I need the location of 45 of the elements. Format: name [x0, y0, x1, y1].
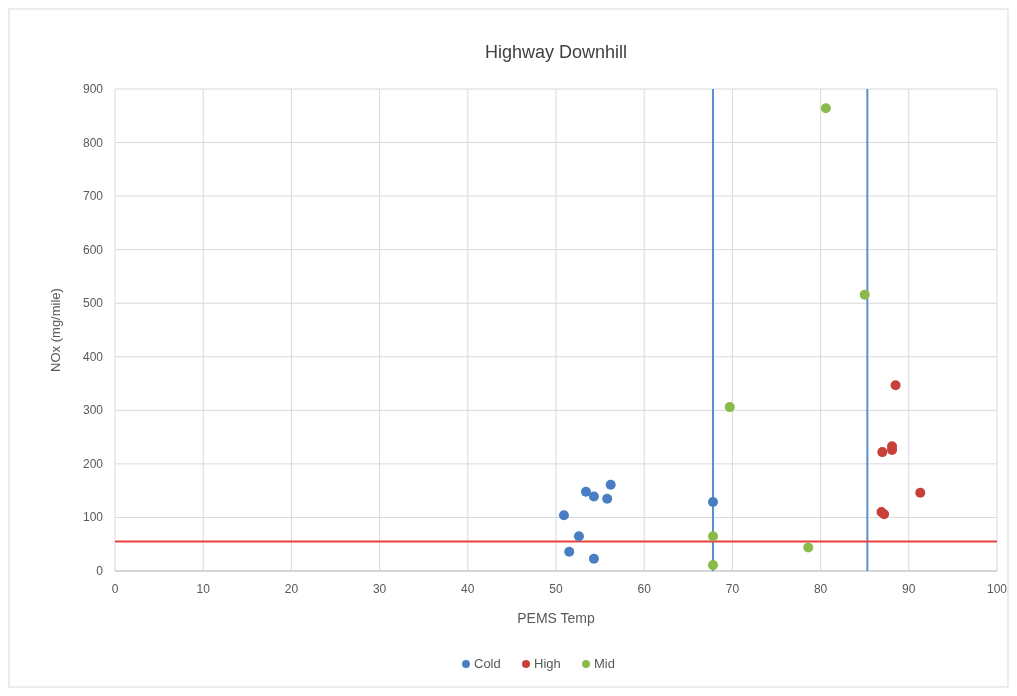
- y-tick-label: 600: [82, 242, 104, 257]
- x-tick-label: 30: [372, 582, 387, 596]
- x-tick-label: 100: [986, 582, 1008, 596]
- point: [564, 546, 575, 557]
- point: [573, 531, 584, 542]
- point: [588, 553, 599, 564]
- x-tick-label: 20: [284, 582, 299, 596]
- y-tick-label: 300: [82, 403, 104, 418]
- x-tick-label: 50: [549, 582, 563, 596]
- point: [605, 479, 616, 490]
- y-tick-label: 500: [82, 296, 104, 311]
- point: [602, 493, 613, 504]
- point: [915, 487, 926, 498]
- point: [859, 289, 870, 300]
- y-tick-label: 800: [82, 135, 104, 150]
- x-tick-label: 10: [196, 582, 211, 596]
- y-axis-title: NOx (mg/mile): [48, 288, 63, 372]
- x-tick-label: 90: [902, 582, 916, 596]
- legend-label: Mid: [594, 656, 615, 671]
- legend-label: High: [534, 656, 561, 671]
- point: [724, 402, 735, 413]
- point: [708, 560, 718, 571]
- point: [803, 542, 814, 553]
- point: [820, 103, 831, 114]
- y-tick-label: 900: [82, 82, 104, 96]
- point: [708, 531, 718, 542]
- point: [580, 486, 591, 497]
- chart-title: Highway Downhill: [484, 42, 628, 62]
- y-tick-label: 700: [82, 189, 104, 204]
- point: [877, 447, 888, 458]
- point: [708, 496, 718, 507]
- x-tick-label: 80: [813, 582, 828, 596]
- x-tick-label: 40: [461, 582, 475, 596]
- y-tick-label: 400: [82, 349, 104, 364]
- y-tick-label: 0: [96, 564, 104, 578]
- point: [890, 380, 901, 391]
- legend-label: Cold: [474, 656, 501, 671]
- y-tick-label: 100: [82, 510, 104, 525]
- x-tick-label: 60: [637, 582, 652, 596]
- point: [588, 491, 599, 502]
- x-tick-label: 70: [725, 582, 740, 596]
- y-tick-label: 200: [82, 456, 104, 471]
- point: [558, 510, 569, 521]
- x-axis-title: PEMS Temp: [517, 610, 595, 626]
- x-tick-label: 0: [111, 582, 119, 596]
